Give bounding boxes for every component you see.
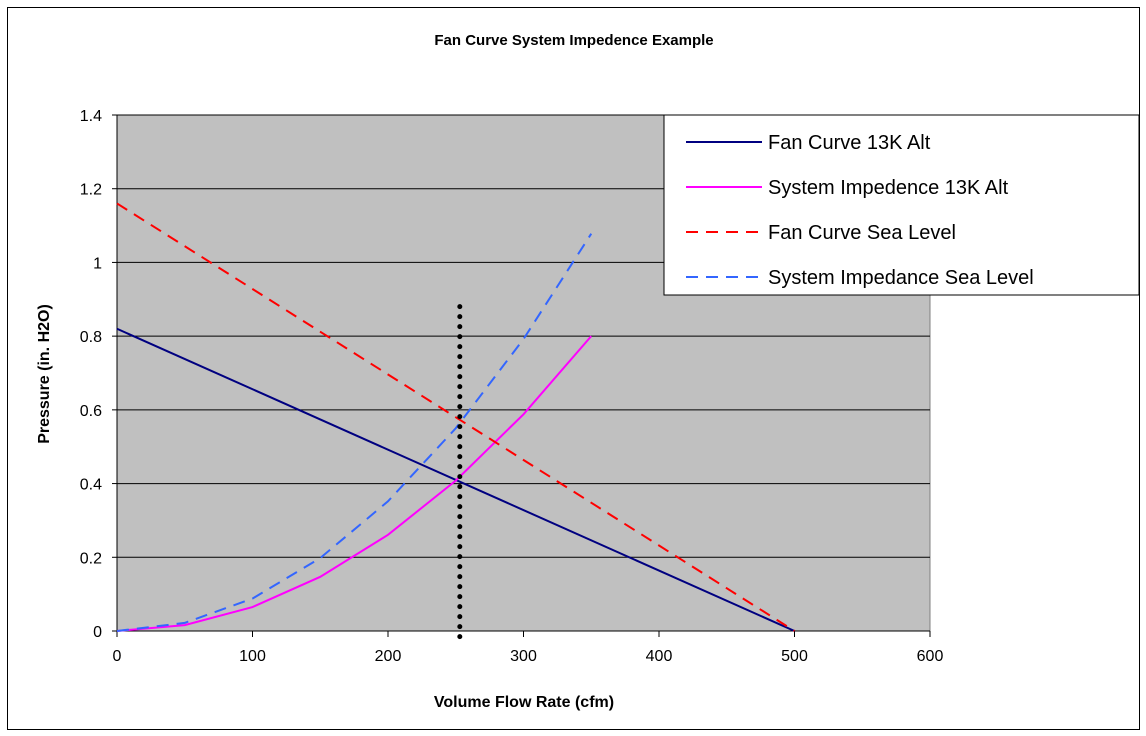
series-line-4 [116, 233, 593, 632]
x-tick-label: 100 [239, 648, 266, 665]
legend-box [663, 114, 1140, 296]
y-tick-label: 0.8 [80, 329, 102, 346]
x-tick-label: 400 [646, 648, 673, 665]
legend-label: System Impedance Sea Level [768, 267, 1034, 289]
y-tick-label: 1 [93, 255, 102, 272]
series-layer [116, 202, 796, 632]
x-axis-label: Volume Flow Rate (cfm) [434, 694, 614, 711]
y-tick-label: 0.4 [80, 477, 102, 494]
y-tick-label: 1.4 [80, 108, 102, 125]
chart-title: Fan Curve System Impedence Example [434, 32, 713, 49]
series-line-2 [116, 335, 593, 632]
legend: Fan Curve 13K Alt System Impedence 13K Al… [663, 114, 1140, 296]
x-axis-ticks: 0 100 200 300 400 500 600 [113, 631, 944, 665]
legend-label: Fan Curve 13K Alt [768, 132, 931, 154]
y-axis-ticks: 0 0.2 0.4 0.6 0.8 1 1.2 1.4 [80, 108, 117, 641]
legend-label: Fan Curve Sea Level [768, 222, 956, 244]
x-tick-label: 200 [375, 648, 402, 665]
x-tick-label: 300 [510, 648, 537, 665]
series-line-3 [116, 202, 796, 632]
x-tick-label: 600 [917, 648, 944, 665]
y-tick-label: 0.6 [80, 403, 102, 420]
y-axis-label: Pressure (in. H2O) [36, 304, 53, 444]
y-tick-label: 1.2 [80, 182, 102, 199]
y-tick-label: 0.2 [80, 550, 102, 567]
y-tick-label: 0 [93, 624, 102, 641]
legend-label: System Impedence 13K Alt [768, 177, 1009, 199]
x-tick-label: 0 [113, 648, 122, 665]
x-tick-label: 500 [781, 648, 808, 665]
